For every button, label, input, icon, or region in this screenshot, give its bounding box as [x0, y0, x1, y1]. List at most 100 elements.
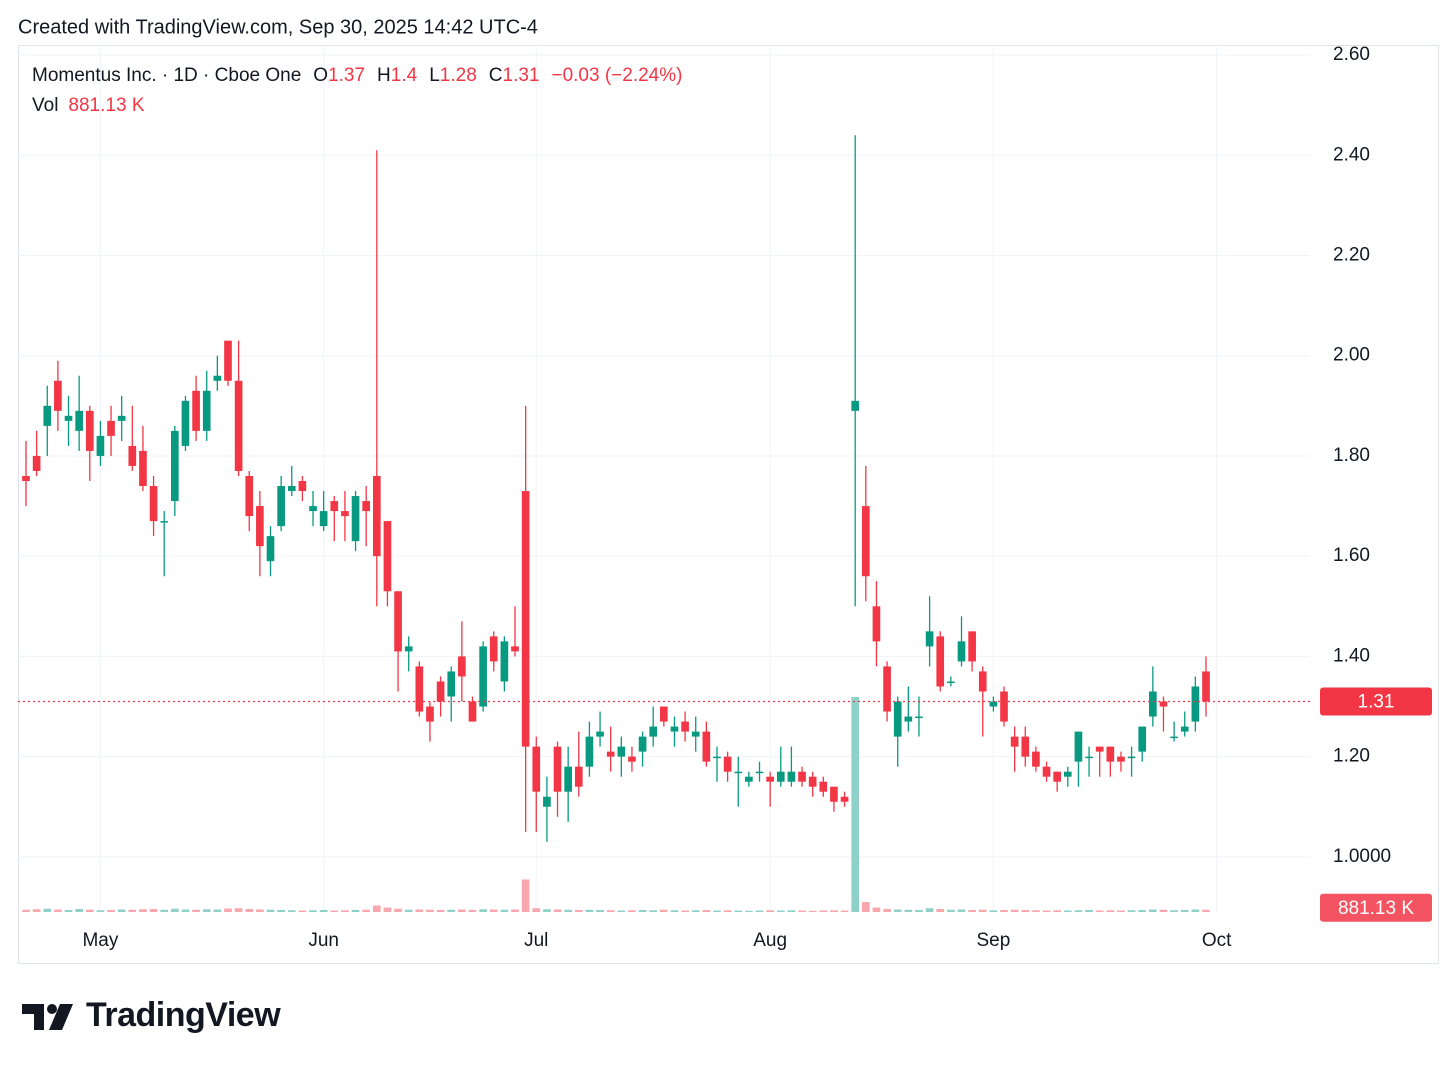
volume-bar: [840, 910, 849, 912]
volume-bar: [458, 909, 466, 912]
volume-bar: [1063, 910, 1072, 912]
volume-bar: [1149, 909, 1157, 912]
volume-bar: [213, 909, 222, 912]
candle-body: [1127, 756, 1136, 759]
volume-bar: [85, 909, 94, 912]
volume-bar: [362, 909, 371, 912]
x-tick-label: May: [82, 930, 118, 951]
volume-bar: [351, 910, 360, 912]
volume-bar: [543, 909, 551, 912]
candle-body: [638, 736, 647, 752]
logo-mark: [47, 1004, 57, 1014]
volume-bar: [957, 909, 966, 912]
volume-bar: [968, 910, 976, 912]
legend: Momentus Inc. · 1D · Cboe One O1.37 H1.4 L1…: [32, 65, 682, 86]
candle-body: [660, 706, 668, 722]
volume-bar: [404, 909, 413, 912]
candle-body: [585, 736, 594, 767]
candle-body: [1042, 766, 1051, 777]
legend-letter: L: [429, 65, 440, 86]
last-price-label: 1.31: [1358, 692, 1395, 713]
volume-bar: [266, 909, 275, 912]
brand-logo: [22, 1004, 73, 1030]
volume-box-label: 881.13 K: [1338, 898, 1414, 919]
candle-body: [776, 771, 785, 782]
y-tick-label: 1.40: [1333, 645, 1370, 666]
candle-body: [808, 776, 817, 787]
x-tick-label: Sep: [976, 930, 1010, 951]
volume-bar: [606, 910, 615, 912]
candle-body: [171, 430, 179, 502]
volume-bar: [978, 909, 987, 912]
volume-bar: [149, 909, 158, 912]
candle-body: [319, 511, 328, 527]
candle-body: [1149, 691, 1157, 717]
volume-bar: [75, 909, 83, 912]
candle-body: [256, 506, 264, 547]
candle-body: [511, 646, 519, 652]
volume-bar: [500, 909, 509, 912]
volume-bar: [808, 910, 817, 912]
volume-bar: [713, 910, 721, 912]
candle-body: [181, 400, 190, 446]
volume-bar: [521, 879, 530, 912]
candle-body: [628, 756, 636, 762]
volume-bar: [1032, 910, 1040, 912]
candle-body: [458, 656, 466, 677]
volume-bar: [489, 909, 498, 912]
volume-bar: [160, 909, 169, 912]
volume-bar: [139, 909, 147, 912]
candle-body: [904, 716, 913, 722]
candle-body: [1074, 731, 1083, 762]
grid: [18, 45, 1310, 912]
volume-bar: [64, 910, 73, 912]
volume-bar: [372, 905, 381, 912]
volume-bar: [851, 697, 860, 912]
volume-bar: [787, 910, 796, 912]
volume-bar: [915, 910, 923, 912]
candle-body: [787, 771, 796, 782]
volume-bar: [256, 909, 264, 912]
candle-body: [500, 641, 509, 682]
volume-bar: [755, 910, 764, 912]
candle-body: [532, 746, 541, 792]
candle-body: [553, 746, 562, 792]
volume-bar: [904, 909, 913, 912]
legend-letter: H: [377, 65, 391, 86]
candle-body: [968, 631, 976, 662]
candle-body: [936, 636, 945, 687]
candle-body: [883, 666, 891, 712]
legend-value: 1.28: [440, 65, 477, 86]
volume-bar: [681, 910, 689, 912]
volume-bar: [22, 909, 30, 912]
candle-body: [330, 501, 339, 512]
volume-bar: [936, 909, 945, 912]
volume-bar: [1074, 910, 1083, 912]
legend-change: −0.03 (−2.24%): [551, 65, 682, 86]
candle-body: [1159, 701, 1168, 707]
candle-body: [1138, 726, 1147, 752]
candle-body: [702, 731, 711, 762]
volume-bar: [234, 908, 243, 912]
volume-bar: [1053, 910, 1061, 912]
volume-bar: [117, 909, 126, 912]
candle-body: [43, 405, 52, 426]
candle-body: [798, 771, 806, 782]
volume-bar: [989, 910, 998, 912]
chart-frame: [18, 45, 1439, 964]
volume-bar: [202, 909, 211, 912]
volume-bar: [287, 910, 296, 912]
y-tick-label: 2.00: [1333, 345, 1370, 366]
volume-bar: [309, 910, 317, 912]
volume-bar: [947, 909, 955, 912]
volume-bar: [776, 910, 785, 912]
volume-bar: [596, 910, 604, 912]
candle-body: [139, 450, 147, 487]
candle-body: [415, 666, 424, 712]
volume-bar: [1117, 910, 1125, 912]
candle-body: [1117, 756, 1125, 762]
candle-body: [851, 400, 860, 411]
candle-body: [479, 646, 487, 707]
candle-body: [734, 771, 743, 774]
